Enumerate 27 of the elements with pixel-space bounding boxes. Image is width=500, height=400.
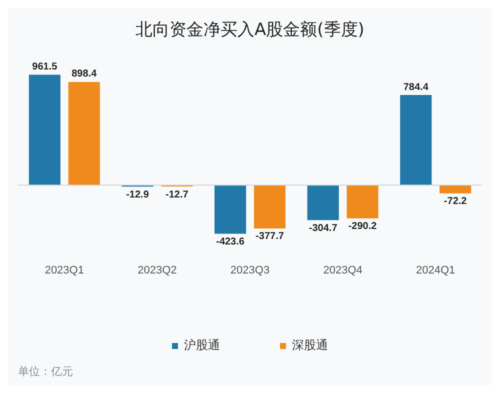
bar	[307, 185, 339, 220]
x-tick-label: 2023Q3	[230, 264, 270, 276]
x-tick-label: 2024Q1	[416, 264, 456, 276]
x-tick-label: 2023Q1	[44, 264, 84, 276]
data-label: 784.4	[403, 82, 429, 93]
data-label: -423.6	[216, 236, 245, 248]
bar	[400, 95, 432, 186]
bar	[214, 185, 246, 234]
data-label: -377.7	[256, 231, 284, 242]
bar	[28, 74, 60, 186]
data-label: 898.4	[72, 68, 98, 80]
bar	[440, 185, 472, 194]
data-label: -304.7	[308, 222, 338, 234]
data-label: 961.5	[32, 61, 58, 72]
chart-title: 北向资金净买入A股金额(季度)	[134, 19, 366, 42]
x-tick-label: 2023Q4	[323, 264, 362, 276]
data-label: -290.2	[348, 221, 378, 232]
data-label: -12.7	[166, 189, 189, 200]
bar	[68, 82, 100, 186]
bar	[346, 185, 378, 218]
legend-label: 沪股通	[184, 338, 220, 352]
legend-label: 深股通	[292, 338, 328, 352]
data-label: -72.2	[444, 196, 468, 208]
bar	[254, 185, 286, 228]
x-tick-label: 2023Q2	[138, 264, 177, 276]
data-label: -12.9	[126, 189, 150, 200]
text: 单位：亿元	[17, 364, 74, 380]
